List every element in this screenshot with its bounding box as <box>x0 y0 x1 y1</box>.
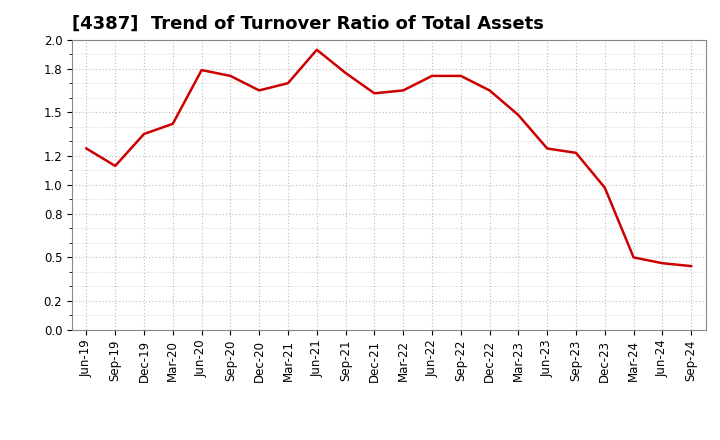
Text: [4387]  Trend of Turnover Ratio of Total Assets: [4387] Trend of Turnover Ratio of Total … <box>72 15 544 33</box>
